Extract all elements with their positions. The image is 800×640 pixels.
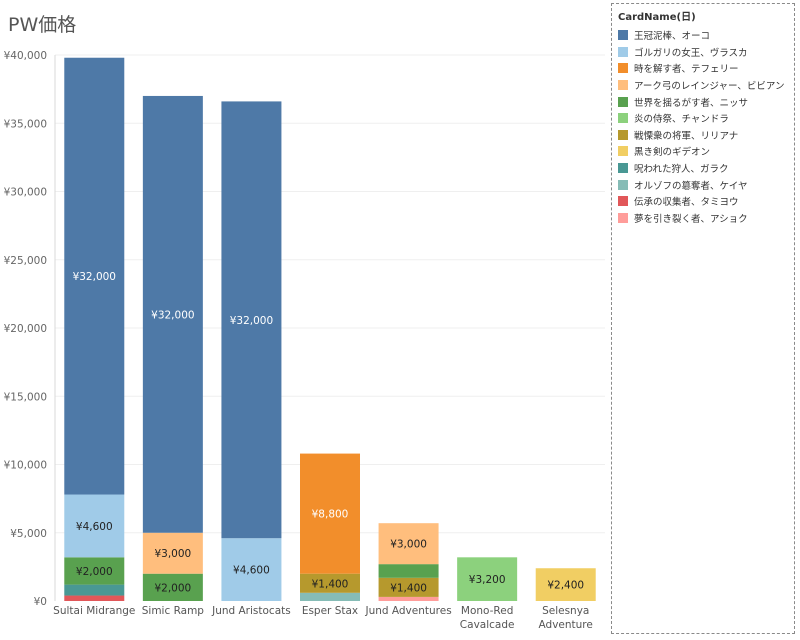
legend-item[interactable]: 時を解す者、テフェリー <box>618 60 794 77</box>
data-label: ¥32,000 <box>73 271 116 283</box>
data-label: ¥1,400 <box>312 578 349 590</box>
legend-label: 時を解す者、テフェリー <box>634 64 739 76</box>
x-tick-label: Jund Adventures <box>364 605 451 617</box>
data-label: ¥2,000 <box>154 582 191 594</box>
legend-label: 王冠泥棒、オーコ <box>634 31 711 43</box>
y-tick-label: ¥10,000 <box>4 460 47 472</box>
x-tick-label: Adventure <box>539 619 593 631</box>
legend-swatch <box>618 96 628 107</box>
legend-title: CardName(日) <box>618 12 696 23</box>
legend-swatch <box>618 30 628 41</box>
legend-item[interactable]: アーク弓のレインジャー、ビビアン <box>618 77 794 94</box>
bar-segment[interactable] <box>64 584 125 596</box>
bar-segment[interactable] <box>221 101 282 539</box>
y-tick-label: ¥5,000 <box>10 528 47 540</box>
legend-item[interactable]: 夢を引き裂く者、アショク <box>618 210 794 227</box>
bar-segment[interactable] <box>300 573 360 593</box>
legend-item[interactable]: 呪われた狩人、ガラク <box>618 160 794 177</box>
legend-label: 世界を揺るがす者、ニッサ <box>634 97 749 109</box>
x-tick-label: Cavalcade <box>460 619 515 631</box>
legend-swatch <box>618 46 628 57</box>
legend-item[interactable]: 戦慄衆の将軍、リリアナ <box>618 127 794 144</box>
chart-title: PW価格 <box>8 14 77 36</box>
y-tick-label: ¥0 <box>34 596 47 608</box>
bar-segment[interactable] <box>142 573 203 601</box>
legend-label: 黒き剣のギデオン <box>634 147 711 159</box>
bar-segment[interactable] <box>378 523 439 565</box>
legend-item[interactable]: 伝承の収集者、タミヨウ <box>618 193 794 210</box>
legend-label: 伝承の収集者、タミヨウ <box>634 197 739 209</box>
bar-segment[interactable] <box>535 568 596 601</box>
data-label: ¥3,200 <box>469 574 506 586</box>
bar-segment[interactable] <box>378 596 439 601</box>
legend-swatch <box>618 63 628 74</box>
bar-segment[interactable] <box>64 595 125 601</box>
legend-item[interactable]: オルゾフの簒奪者、ケイヤ <box>618 176 794 193</box>
bar-segment[interactable] <box>378 564 439 578</box>
legend-item[interactable]: 黒き剣のギデオン <box>618 143 794 160</box>
bar-segment[interactable] <box>64 494 125 558</box>
data-label: ¥8,800 <box>312 509 349 521</box>
legend-swatch <box>618 212 628 223</box>
legend-swatch <box>618 146 628 157</box>
bar-segment[interactable] <box>221 538 282 601</box>
data-label: ¥2,000 <box>76 566 113 578</box>
legend-label: 夢を引き裂く者、アショク <box>634 213 748 225</box>
x-tick-label: Selesnya <box>542 605 589 617</box>
x-tick-label: Esper Stax <box>302 605 358 617</box>
data-label: ¥32,000 <box>151 309 194 321</box>
y-tick-label: ¥15,000 <box>4 391 47 403</box>
data-label: ¥32,000 <box>230 315 273 327</box>
bar-segment[interactable] <box>64 557 125 585</box>
x-tick-label: Simic Ramp <box>142 605 205 617</box>
legend-items: 王冠泥棒、オーコゴルガリの女王、ヴラスカ 時を解す者、テフェリーアーク弓のレインジ… <box>612 27 794 226</box>
legend-item[interactable]: ゴルガリの女王、ヴラスカ <box>618 44 794 61</box>
legend-swatch <box>618 196 628 207</box>
data-label: ¥2,400 <box>547 580 584 592</box>
x-tick-label: Jund Aristocats <box>211 605 291 617</box>
data-label: ¥4,600 <box>76 521 113 533</box>
legend-item[interactable]: 炎の侍祭、チャンドラ <box>618 110 794 127</box>
legend-item[interactable]: 王冠泥棒、オーコ <box>618 27 794 44</box>
legend-swatch <box>618 113 628 124</box>
bar-segment[interactable] <box>142 532 203 574</box>
bar-segment[interactable] <box>142 95 203 533</box>
legend-swatch <box>618 129 628 140</box>
legend-label: 炎の侍祭、チャンドラ <box>634 114 729 126</box>
y-tick-label: ¥35,000 <box>4 118 47 130</box>
legend-label: 呪われた狩人、ガラク <box>634 164 729 176</box>
bar-segment[interactable] <box>64 57 125 495</box>
legend-item[interactable]: 世界を揺るがす者、ニッサ <box>618 93 794 110</box>
bar-segment[interactable] <box>457 557 518 601</box>
data-label: ¥4,600 <box>233 565 270 577</box>
bar-segment[interactable] <box>300 592 360 601</box>
legend-label: オルゾフの簒奪者、ケイヤ <box>634 180 748 192</box>
bar-segment[interactable] <box>378 577 439 597</box>
data-label: ¥3,000 <box>154 548 191 560</box>
y-tick-label: ¥40,000 <box>4 50 47 62</box>
legend[interactable]: CardName(日) 王冠泥棒、オーコゴルガリの女王、ヴラスカ 時を解す者、テフ… <box>611 3 795 634</box>
legend-label: ゴルガリの女王、ヴラスカ <box>634 47 748 59</box>
x-tick-label: Mono-Red <box>461 605 514 617</box>
bar-segment[interactable] <box>300 453 360 574</box>
y-tick-label: ¥30,000 <box>4 187 47 199</box>
data-label: ¥1,400 <box>390 582 427 594</box>
y-tick-label: ¥20,000 <box>4 323 47 335</box>
legend-swatch <box>618 163 628 174</box>
legend-swatch <box>618 179 628 190</box>
x-tick-label: Sultai Midrange <box>53 605 135 617</box>
legend-label: 戦慄衆の将軍、リリアナ <box>634 130 739 142</box>
chart: ¥0 ¥5,000 ¥10,000 ¥15,000 ¥20,000 ¥25,000 ¥30,… <box>4 50 605 631</box>
data-label: ¥3,000 <box>390 539 427 551</box>
y-tick-label: ¥25,000 <box>4 255 47 267</box>
legend-label: アーク弓のレインジャー、ビビアン <box>634 81 785 93</box>
legend-swatch <box>618 80 628 91</box>
